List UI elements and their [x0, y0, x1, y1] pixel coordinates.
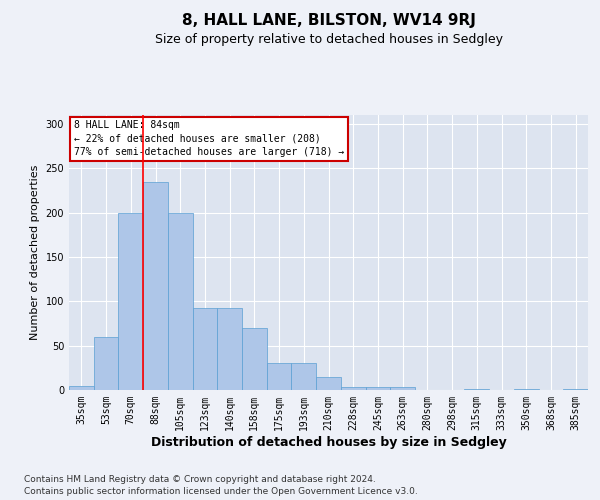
Bar: [514, 389, 539, 390]
Bar: [143, 182, 168, 390]
Bar: [390, 388, 415, 390]
Bar: [217, 308, 242, 390]
Bar: [69, 386, 94, 390]
Bar: [94, 337, 118, 390]
Text: 8, HALL LANE, BILSTON, WV14 9RJ: 8, HALL LANE, BILSTON, WV14 9RJ: [182, 12, 476, 28]
Bar: [267, 364, 292, 390]
Bar: [118, 212, 143, 390]
Text: Size of property relative to detached houses in Sedgley: Size of property relative to detached ho…: [155, 32, 503, 46]
Text: Distribution of detached houses by size in Sedgley: Distribution of detached houses by size …: [151, 436, 506, 449]
Y-axis label: Number of detached properties: Number of detached properties: [30, 165, 40, 340]
Text: 8 HALL LANE: 84sqm
← 22% of detached houses are smaller (208)
77% of semi-detach: 8 HALL LANE: 84sqm ← 22% of detached hou…: [74, 120, 344, 157]
Text: Contains HM Land Registry data © Crown copyright and database right 2024.: Contains HM Land Registry data © Crown c…: [24, 474, 376, 484]
Bar: [193, 308, 217, 390]
Bar: [563, 389, 588, 390]
Bar: [341, 388, 365, 390]
Bar: [292, 364, 316, 390]
Bar: [168, 212, 193, 390]
Bar: [316, 376, 341, 390]
Bar: [242, 328, 267, 390]
Bar: [464, 389, 489, 390]
Text: Contains public sector information licensed under the Open Government Licence v3: Contains public sector information licen…: [24, 486, 418, 496]
Bar: [365, 388, 390, 390]
